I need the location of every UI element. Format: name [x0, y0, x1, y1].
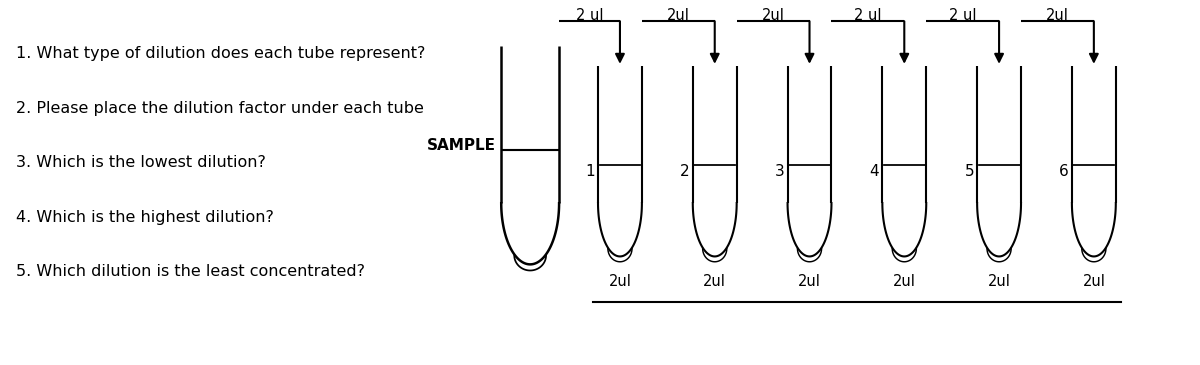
- Text: 2ul: 2ul: [762, 8, 785, 23]
- Text: 2ul: 2ul: [1082, 274, 1105, 289]
- Text: 4: 4: [870, 164, 880, 178]
- Text: 2ul: 2ul: [988, 274, 1010, 289]
- Text: 2ul: 2ul: [798, 274, 821, 289]
- Text: 2ul: 2ul: [1046, 8, 1069, 23]
- Text: 2ul: 2ul: [703, 274, 726, 289]
- Text: 2ul: 2ul: [608, 274, 631, 289]
- Text: 3. Which is the lowest dilution?: 3. Which is the lowest dilution?: [17, 155, 266, 170]
- Text: 2: 2: [680, 164, 690, 178]
- Text: 2 ul: 2 ul: [949, 8, 977, 23]
- Text: 2 ul: 2 ul: [854, 8, 882, 23]
- Text: 2 ul: 2 ul: [576, 8, 604, 23]
- Text: 1. What type of dilution does each tube represent?: 1. What type of dilution does each tube …: [17, 46, 426, 61]
- Text: 2ul: 2ul: [893, 274, 916, 289]
- Text: 2ul: 2ul: [667, 8, 690, 23]
- Text: 2. Please place the dilution factor under each tube: 2. Please place the dilution factor unde…: [17, 101, 425, 116]
- Text: SAMPLE: SAMPLE: [427, 138, 497, 153]
- Text: 6: 6: [1060, 164, 1069, 178]
- Text: 5: 5: [965, 164, 974, 178]
- Text: 3: 3: [775, 164, 785, 178]
- Text: 1: 1: [586, 164, 595, 178]
- Text: 5. Which dilution is the least concentrated?: 5. Which dilution is the least concentra…: [17, 264, 365, 279]
- Text: 4. Which is the highest dilution?: 4. Which is the highest dilution?: [17, 210, 275, 225]
